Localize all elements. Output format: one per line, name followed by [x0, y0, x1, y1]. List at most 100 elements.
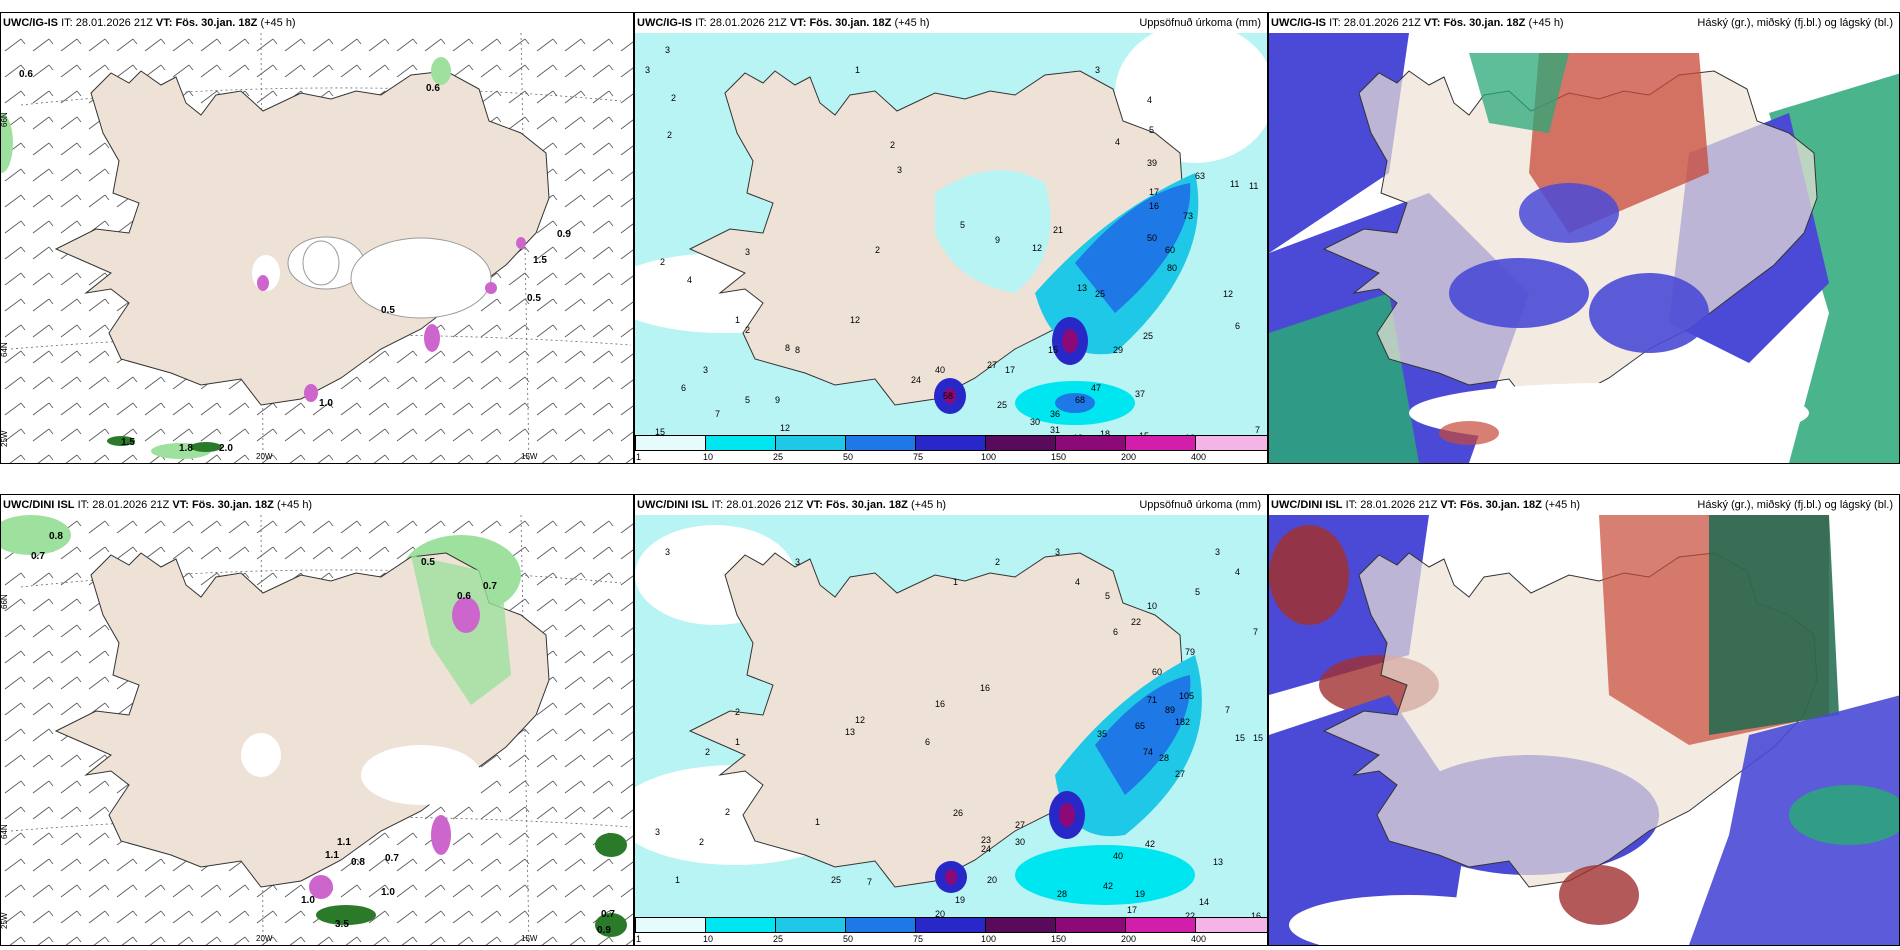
- svg-text:6: 6: [1235, 321, 1240, 331]
- svg-text:71: 71: [1147, 695, 1157, 705]
- svg-text:2: 2: [745, 325, 750, 335]
- panel-title: Háský (gr.), miðský (fj.bl.) og lágský (…: [1697, 499, 1893, 511]
- svg-text:4: 4: [1075, 577, 1080, 587]
- svg-text:0.7: 0.7: [483, 581, 497, 592]
- svg-text:0.7: 0.7: [31, 551, 45, 562]
- precip-map: 3 2 1 2 3 2 1 16 13 12 16 26 23 24 27 35…: [635, 515, 1267, 925]
- svg-text:0.8: 0.8: [49, 531, 63, 542]
- svg-text:25: 25: [997, 400, 1007, 410]
- svg-text:3.5: 3.5: [335, 919, 349, 930]
- panel-precip-dini: UWC/DINI ISL IT: 28.01.2026 21Z VT: Fös.…: [634, 494, 1268, 946]
- panel-header: UWC/IG-IS IT: 28.01.2026 21Z VT: Fös. 30…: [637, 17, 1261, 29]
- svg-text:7: 7: [1225, 705, 1230, 715]
- legend-swatch: [845, 918, 916, 932]
- svg-text:3: 3: [1095, 65, 1100, 75]
- svg-text:3: 3: [897, 165, 902, 175]
- svg-text:3: 3: [645, 65, 650, 75]
- svg-text:5: 5: [1105, 591, 1110, 601]
- svg-text:19: 19: [1135, 889, 1145, 899]
- svg-text:12: 12: [850, 315, 860, 325]
- svg-text:25W: 25W: [1, 912, 9, 929]
- svg-text:2: 2: [660, 257, 665, 267]
- svg-text:5: 5: [1149, 125, 1154, 135]
- svg-text:79: 79: [1185, 647, 1195, 657]
- svg-text:50: 50: [1147, 233, 1157, 243]
- svg-text:89: 89: [1165, 705, 1175, 715]
- svg-text:1.8: 1.8: [179, 443, 193, 454]
- svg-text:0.5: 0.5: [381, 305, 395, 316]
- panel-clouds-igis: UWC/IG-IS IT: 28.01.2026 21Z VT: Fös. 30…: [1268, 12, 1900, 464]
- svg-text:105: 105: [1179, 691, 1194, 701]
- svg-text:0.6: 0.6: [457, 591, 471, 602]
- svg-text:25: 25: [1143, 331, 1153, 341]
- panel-header: UWC/DINI ISL IT: 28.01.2026 21Z VT: Fös.…: [1271, 499, 1893, 511]
- svg-text:3: 3: [655, 827, 660, 837]
- precip-legend: 1 10 25 50 75 100 150 200 400: [635, 435, 1267, 462]
- svg-text:47: 47: [1091, 383, 1101, 393]
- svg-text:65: 65: [1135, 721, 1145, 731]
- svg-text:40: 40: [935, 365, 945, 375]
- svg-text:58: 58: [943, 391, 953, 401]
- svg-text:24: 24: [981, 844, 991, 854]
- svg-text:4: 4: [687, 275, 692, 285]
- svg-text:64N: 64N: [1, 824, 9, 839]
- precip-map: 3 3 2 2 2 1 4 2 3 5 2 21 12 9 12 8 13 15…: [635, 33, 1267, 443]
- svg-text:15: 15: [1048, 345, 1058, 355]
- svg-text:5: 5: [745, 395, 750, 405]
- svg-text:3: 3: [665, 45, 670, 55]
- svg-text:5: 5: [960, 220, 965, 230]
- svg-text:6: 6: [925, 737, 930, 747]
- svg-text:30: 30: [1015, 837, 1025, 847]
- svg-text:5: 5: [1195, 587, 1200, 597]
- svg-text:36: 36: [1050, 409, 1060, 419]
- svg-text:12: 12: [780, 423, 790, 433]
- panel-header: UWC/IG-IS IT: 28.01.2026 21Z VT: Fös. 30…: [1271, 17, 1893, 29]
- svg-text:25W: 25W: [1, 430, 9, 447]
- svg-text:60: 60: [1165, 245, 1175, 255]
- svg-text:15: 15: [1253, 733, 1263, 743]
- svg-text:27: 27: [1015, 820, 1025, 830]
- svg-text:3: 3: [703, 365, 708, 375]
- svg-text:9: 9: [995, 235, 1000, 245]
- svg-text:2: 2: [875, 245, 880, 255]
- svg-text:19: 19: [955, 895, 965, 905]
- svg-text:80: 80: [1167, 263, 1177, 273]
- cloud-map: [1269, 515, 1899, 945]
- svg-text:1: 1: [815, 817, 820, 827]
- svg-text:16: 16: [935, 699, 945, 709]
- legend-swatch: [845, 436, 916, 450]
- svg-text:15W: 15W: [521, 934, 538, 943]
- svg-text:7: 7: [867, 877, 872, 887]
- wind-map: 0.6 0.6 0.9 1.5 0.5 0.5 1.0 1.5 1.8 2.0 …: [1, 33, 633, 463]
- svg-text:16: 16: [980, 683, 990, 693]
- svg-text:26: 26: [953, 808, 963, 818]
- legend-swatch: [985, 918, 1056, 932]
- svg-text:73: 73: [1183, 211, 1193, 221]
- svg-text:37: 37: [1135, 389, 1145, 399]
- svg-text:3: 3: [745, 247, 750, 257]
- svg-text:7: 7: [1253, 627, 1258, 637]
- svg-text:17: 17: [1127, 905, 1137, 915]
- svg-text:35: 35: [1097, 729, 1107, 739]
- svg-text:1.1: 1.1: [337, 837, 351, 848]
- svg-text:12: 12: [1032, 243, 1042, 253]
- svg-text:63: 63: [1195, 171, 1205, 181]
- precip-values: 3 3 2 2 2 1 4 2 3 5 2 21 12 9 12 8 13 15…: [645, 45, 1260, 443]
- wind-map: 0.8 0.7 0.5 0.6 0.7 1.0 1.1 1.1 0.8 0.7 …: [1, 515, 633, 945]
- svg-text:0.5: 0.5: [421, 557, 435, 568]
- svg-text:40: 40: [1113, 851, 1123, 861]
- svg-text:2: 2: [671, 93, 676, 103]
- svg-text:29: 29: [1113, 345, 1123, 355]
- panel-clouds-dini: UWC/DINI ISL IT: 28.01.2026 21Z VT: Fös.…: [1268, 494, 1900, 946]
- svg-text:66N: 66N: [1, 112, 9, 127]
- svg-text:7: 7: [715, 409, 720, 419]
- svg-text:60: 60: [1152, 667, 1162, 677]
- svg-text:20: 20: [987, 875, 997, 885]
- svg-text:0.7: 0.7: [601, 909, 615, 920]
- svg-text:28: 28: [1057, 889, 1067, 899]
- svg-text:2: 2: [667, 130, 672, 140]
- svg-text:30: 30: [1030, 417, 1040, 427]
- panel-precip-igis: UWC/IG-IS IT: 28.01.2026 21Z VT: Fös. 30…: [634, 12, 1268, 464]
- svg-text:39: 39: [1147, 158, 1157, 168]
- panel-wind-dini: UWC/DINI ISL IT: 28.01.2026 21Z VT: Fös.…: [0, 494, 634, 946]
